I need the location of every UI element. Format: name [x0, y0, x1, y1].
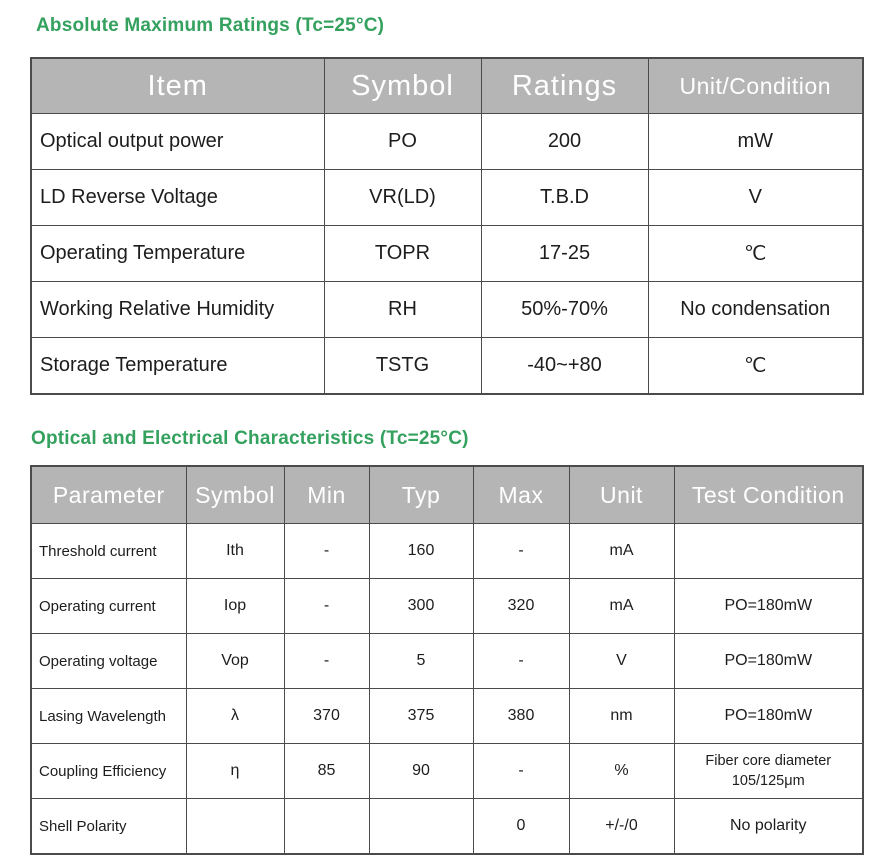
value-cell [185, 798, 285, 855]
table-row: Working Relative Humidity RH 50%-70% No … [30, 281, 864, 338]
table-row: Lasing Wavelength λ 370 375 380 nm PO=18… [30, 688, 864, 744]
table-header-row: Parameter Symbol Min Typ Max Unit Test C… [30, 465, 864, 524]
value-cell: 320 [472, 578, 570, 634]
row-label-cell: Threshold current [30, 523, 187, 579]
value-cell: nm [568, 688, 675, 744]
value-cell: 90 [368, 743, 474, 799]
table-row: Operating Temperature TOPR 17-25 ℃ [30, 225, 864, 282]
row-label-cell: Working Relative Humidity [30, 281, 325, 338]
table-row: Shell Polarity 0 +/-/0 No polarity [30, 798, 864, 855]
value-cell: mA [568, 578, 675, 634]
value-cell: 375 [368, 688, 474, 744]
table-row: Coupling Efficiency η 85 90 - % Fiber co… [30, 743, 864, 799]
value-cell: No condensation [647, 281, 864, 338]
value-cell [368, 798, 474, 855]
header-cell-ratings: Ratings [480, 57, 649, 114]
header-cell-test-condition: Test Condition [673, 465, 864, 524]
value-cell: +/-/0 [568, 798, 675, 855]
value-cell: 300 [368, 578, 474, 634]
value-cell: PO=180mW [673, 578, 864, 634]
value-cell: - [283, 578, 370, 634]
value-cell: - [472, 633, 570, 689]
header-cell-unit: Unit [568, 465, 675, 524]
value-cell: T.B.D [480, 169, 649, 226]
row-label-cell: Coupling Efficiency [30, 743, 187, 799]
value-cell: TOPR [323, 225, 482, 282]
table-row: Optical output power PO 200 mW [30, 113, 864, 170]
value-cell: - [283, 523, 370, 579]
value-cell: Iop [185, 578, 285, 634]
table-row: Threshold current Ith - 160 - mA [30, 523, 864, 579]
table-row: Storage Temperature TSTG -40~+80 ℃ [30, 337, 864, 395]
value-cell: 50%-70% [480, 281, 649, 338]
value-cell: % [568, 743, 675, 799]
value-cell: 370 [283, 688, 370, 744]
value-cell: mA [568, 523, 675, 579]
row-label-cell: Shell Polarity [30, 798, 187, 855]
value-cell: 85 [283, 743, 370, 799]
value-cell: No polarity [673, 798, 864, 855]
value-cell: - [283, 633, 370, 689]
header-cell-parameter: Parameter [30, 465, 187, 524]
value-cell: V [568, 633, 675, 689]
row-label-cell: Operating current [30, 578, 187, 634]
value-cell: λ [185, 688, 285, 744]
value-cell: V [647, 169, 864, 226]
table-row: LD Reverse Voltage VR(LD) T.B.D V [30, 169, 864, 226]
header-cell-max: Max [472, 465, 570, 524]
header-cell-typ: Typ [368, 465, 474, 524]
value-cell: -40~+80 [480, 337, 649, 395]
value-cell: η [185, 743, 285, 799]
value-cell: - [472, 743, 570, 799]
value-cell: Vop [185, 633, 285, 689]
section-title-absolute-maximum-ratings: Absolute Maximum Ratings (Tc=25°C) [36, 15, 385, 36]
row-label-cell: Optical output power [30, 113, 325, 170]
value-cell: Fiber core diameter 105/125μm [673, 743, 864, 799]
table-row: Operating voltage Vop - 5 - V PO=180mW [30, 633, 864, 689]
value-cell: PO=180mW [673, 688, 864, 744]
value-cell: Ith [185, 523, 285, 579]
row-label-cell: Operating Temperature [30, 225, 325, 282]
value-cell: - [472, 523, 570, 579]
header-cell-symbol: Symbol [185, 465, 285, 524]
value-cell: 17-25 [480, 225, 649, 282]
value-cell: ℃ [647, 225, 864, 282]
header-cell-symbol: Symbol [323, 57, 482, 114]
optical-electrical-characteristics-table: Parameter Symbol Min Typ Max Unit Test C… [30, 465, 864, 855]
value-cell: ℃ [647, 337, 864, 395]
section-title-optical-electrical-characteristics: Optical and Electrical Characteristics (… [31, 428, 469, 449]
table-row: Operating current Iop - 300 320 mA PO=18… [30, 578, 864, 634]
value-cell: 5 [368, 633, 474, 689]
value-cell: 160 [368, 523, 474, 579]
value-cell [673, 523, 864, 579]
value-cell: 380 [472, 688, 570, 744]
header-cell-unit-condition: Unit/Condition [647, 57, 864, 114]
value-cell: VR(LD) [323, 169, 482, 226]
value-cell: 0 [472, 798, 570, 855]
value-cell: PO=180mW [673, 633, 864, 689]
value-cell: RH [323, 281, 482, 338]
row-label-cell: Lasing Wavelength [30, 688, 187, 744]
header-cell-item: Item [30, 57, 325, 114]
row-label-cell: Storage Temperature [30, 337, 325, 395]
value-cell: TSTG [323, 337, 482, 395]
value-cell [283, 798, 370, 855]
table-header-row: Item Symbol Ratings Unit/Condition [30, 57, 864, 114]
value-cell: mW [647, 113, 864, 170]
absolute-maximum-ratings-table: Item Symbol Ratings Unit/Condition Optic… [30, 57, 864, 395]
value-cell: PO [323, 113, 482, 170]
row-label-cell: Operating voltage [30, 633, 187, 689]
value-cell: 200 [480, 113, 649, 170]
header-cell-min: Min [283, 465, 370, 524]
row-label-cell: LD Reverse Voltage [30, 169, 325, 226]
